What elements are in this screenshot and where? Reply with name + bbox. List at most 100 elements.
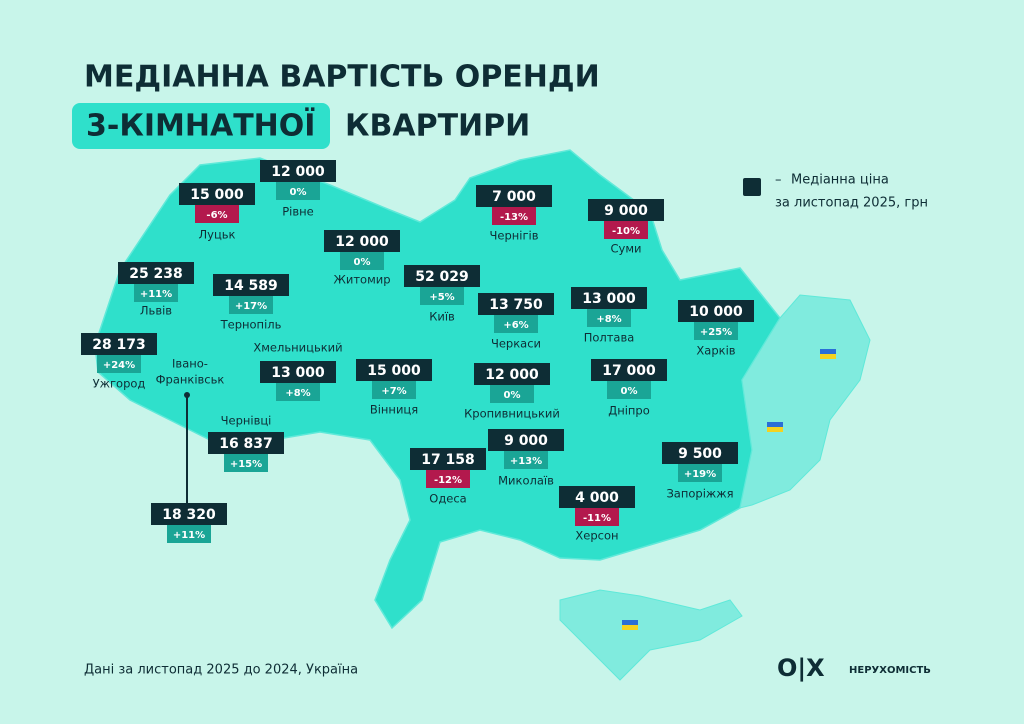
legend-text: Медіанна ціна <box>791 173 889 188</box>
region-name: Рівне <box>282 205 314 219</box>
map-occupied-east <box>739 294 871 509</box>
price-box <box>488 429 564 451</box>
change: -13% <box>500 212 528 223</box>
price: 15 000 <box>367 363 421 379</box>
region-name: Ужгород <box>93 377 146 391</box>
region-name: Черкаси <box>491 337 541 351</box>
change-box <box>678 464 722 482</box>
price: 13 000 <box>271 365 325 381</box>
region-name: Суми <box>611 242 642 256</box>
connector-dot <box>184 392 190 398</box>
legend-dash: – <box>775 173 782 188</box>
change-box <box>587 309 631 327</box>
price: 12 000 <box>335 234 389 250</box>
region-name: Луцьк <box>198 228 235 242</box>
change-box <box>167 525 211 543</box>
map-crimea <box>559 589 743 681</box>
price: 17 158 <box>421 452 475 468</box>
price: 25 238 <box>129 266 183 282</box>
price-box <box>678 300 754 322</box>
change-box <box>372 381 416 399</box>
region-name: Франківськ <box>156 373 225 387</box>
change: +6% <box>503 320 528 331</box>
change: +5% <box>429 292 454 303</box>
price-box <box>591 359 667 381</box>
change: 0% <box>504 390 521 401</box>
change-box <box>492 207 536 225</box>
region-name: Вінниця <box>370 403 418 417</box>
change: +7% <box>381 386 406 397</box>
title-highlight: 3-КІМНАТНОЇ <box>86 108 315 144</box>
change-box <box>575 508 619 526</box>
change: +11% <box>173 530 205 541</box>
change: 0% <box>354 257 371 268</box>
change: +13% <box>510 456 542 467</box>
title-highlight-box <box>72 103 330 149</box>
region-name: Львів <box>140 304 172 318</box>
region-name: Чернігів <box>490 229 539 243</box>
region-name: Харків <box>696 344 735 358</box>
region-name: Хмельницький <box>253 341 342 355</box>
price: 13 750 <box>489 297 543 313</box>
price: 18 320 <box>162 507 216 523</box>
price: 10 000 <box>689 304 743 320</box>
price-box <box>571 287 647 309</box>
price-box <box>81 333 157 355</box>
price: 14 589 <box>224 278 278 294</box>
change: -12% <box>434 475 462 486</box>
price-box <box>260 361 336 383</box>
price: 17 000 <box>602 363 656 379</box>
legend-text: за листопад 2025, грн <box>775 196 928 211</box>
price: 28 173 <box>92 337 146 353</box>
change: +17% <box>235 301 267 312</box>
price: 7 000 <box>492 189 536 205</box>
price-box <box>410 448 486 470</box>
change-box <box>420 287 464 305</box>
price-box <box>213 274 289 296</box>
flag-icon <box>767 422 783 432</box>
change-box <box>276 383 320 401</box>
region-name: Чернівці <box>221 414 272 428</box>
price: 9 000 <box>604 203 648 219</box>
price-box <box>559 486 635 508</box>
change-box <box>340 252 384 270</box>
change-box <box>229 296 273 314</box>
change: +19% <box>684 469 716 480</box>
change-box <box>494 315 538 333</box>
price: 13 000 <box>582 291 636 307</box>
change-box <box>607 381 651 399</box>
region-name: Тернопіль <box>220 318 282 332</box>
change-box <box>604 221 648 239</box>
change-box <box>694 322 738 340</box>
change: +8% <box>285 388 310 399</box>
price-box <box>662 442 738 464</box>
price: 12 000 <box>485 367 539 383</box>
price: 16 837 <box>219 436 273 452</box>
change: +25% <box>700 327 732 338</box>
region-name: Житомир <box>333 273 390 287</box>
price-box <box>179 183 255 205</box>
region-name: Миколаїв <box>498 474 554 488</box>
region-name: Дніпро <box>608 404 650 418</box>
region-name: Івано- <box>172 357 208 371</box>
change: -6% <box>206 210 227 221</box>
change: +8% <box>596 314 621 325</box>
price-box <box>356 359 432 381</box>
change-box <box>490 385 534 403</box>
change: 0% <box>290 187 307 198</box>
change-box <box>504 451 548 469</box>
change: +11% <box>140 289 172 300</box>
price-box <box>478 293 554 315</box>
change: +15% <box>230 459 262 470</box>
region-name: Полтава <box>584 331 635 345</box>
change-box <box>426 470 470 488</box>
price: 9 500 <box>678 446 722 462</box>
region-name: Херсон <box>575 529 618 543</box>
change: -11% <box>583 513 611 524</box>
region-name: Запоріжжя <box>666 487 733 501</box>
flag-icon <box>622 620 638 630</box>
price-box <box>476 185 552 207</box>
legend-swatch <box>743 178 761 196</box>
change: -10% <box>612 226 640 237</box>
price: 15 000 <box>190 187 244 203</box>
